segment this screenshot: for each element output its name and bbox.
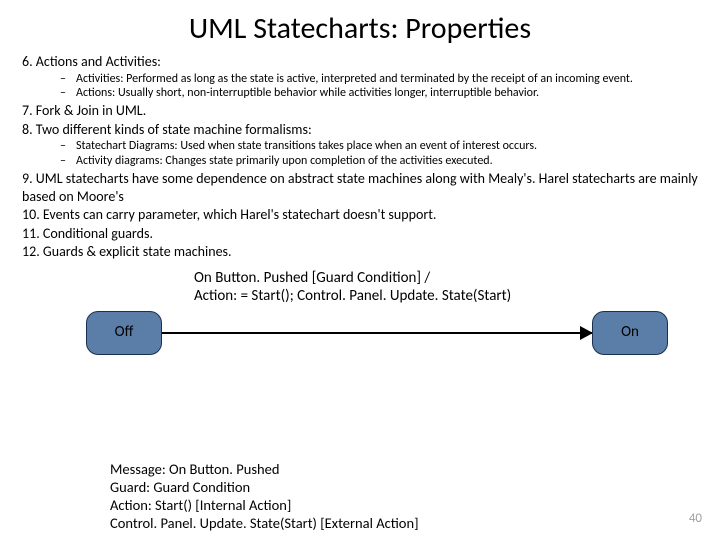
item-9: 9. UML statecharts have some dependence … [22, 170, 698, 205]
item-8a: Statechart Diagrams: Used when state tra… [64, 139, 698, 153]
item-8: 8. Two different kinds of state machine … [22, 121, 698, 139]
item-8b: Activity diagrams: Changes state primari… [64, 154, 698, 168]
item-11: 11. Conditional guards. [22, 225, 698, 243]
state-off: Off [86, 311, 162, 355]
legend-action: Action: Start() [Internal Action] [110, 496, 419, 514]
item-7: 7. Fork & Join in UML. [22, 102, 698, 120]
item-10: 10. Events can carry parameter, which Ha… [22, 206, 698, 224]
content-area: 6. Actions and Activities: Activities: P… [0, 53, 720, 359]
transition-label: On Button. Pushed [Guard Condition] / Ac… [194, 269, 594, 305]
transition-arrow-line [162, 332, 592, 334]
slide-title: UML Statecharts: Properties [0, 0, 720, 53]
item-12: 12. Guards & explicit state machines. [22, 243, 698, 261]
item-6b: Actions: Usually short, non-interruptibl… [64, 86, 698, 100]
transition-line2: Action: = Start(); Control. Panel. Updat… [194, 287, 594, 305]
item-8-sublist: Statechart Diagrams: Used when state tra… [22, 139, 698, 168]
item-6a: Activities: Performed as long as the sta… [64, 72, 698, 86]
state-on: On [592, 311, 668, 355]
legend-external: Control. Panel. Update. State(Start) [Ex… [110, 514, 419, 532]
legend-guard: Guard: Guard Condition [110, 478, 419, 496]
legend-block: Message: On Button. Pushed Guard: Guard … [110, 460, 419, 533]
item-6-sublist: Activities: Performed as long as the sta… [22, 72, 698, 101]
legend-message: Message: On Button. Pushed [110, 460, 419, 478]
state-diagram: On Button. Pushed [Guard Condition] / Ac… [22, 269, 698, 359]
transition-line1: On Button. Pushed [Guard Condition] / [194, 269, 594, 287]
page-number: 40 [689, 511, 702, 526]
item-6: 6. Actions and Activities: [22, 53, 698, 71]
